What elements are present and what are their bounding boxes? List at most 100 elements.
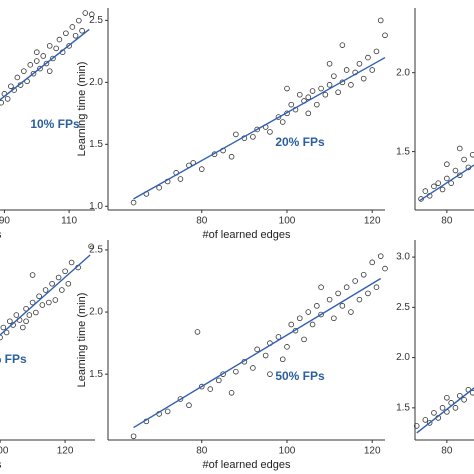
point xyxy=(233,368,239,375)
point xyxy=(228,389,235,396)
point xyxy=(53,45,59,52)
point xyxy=(254,126,260,133)
point xyxy=(356,296,363,303)
y-tick-label: 2.0 xyxy=(396,352,410,363)
y-tick-label: 1.5 xyxy=(89,139,103,150)
point xyxy=(439,405,446,411)
panel: 1.5 2.0 2.5 80 100 120 #of learned edges Learni… xyxy=(76,240,388,471)
x-tick-label: 100 xyxy=(0,446,9,457)
point xyxy=(326,60,333,67)
point xyxy=(88,11,95,18)
y-tick-label: 2.0 xyxy=(89,77,103,88)
point xyxy=(27,62,34,68)
point xyxy=(305,110,312,117)
point xyxy=(365,54,371,61)
point xyxy=(220,371,226,377)
point xyxy=(413,423,420,429)
point xyxy=(331,315,337,322)
point xyxy=(254,346,260,353)
point xyxy=(59,287,65,293)
x-tick-label: 120 xyxy=(364,446,381,457)
point xyxy=(76,17,82,24)
point xyxy=(0,334,3,341)
y-tick-label: 1.0 xyxy=(89,201,103,212)
point xyxy=(335,290,341,297)
point xyxy=(348,309,354,315)
point xyxy=(186,402,192,409)
point xyxy=(88,243,94,250)
point xyxy=(469,389,474,396)
point xyxy=(348,82,354,88)
point xyxy=(72,32,79,39)
y-tick-label: 1.5 xyxy=(396,402,410,413)
point xyxy=(46,299,52,306)
point xyxy=(198,383,205,390)
point xyxy=(369,259,376,266)
point xyxy=(156,184,162,191)
point xyxy=(339,42,346,48)
point xyxy=(7,318,13,325)
point xyxy=(296,315,303,322)
point xyxy=(4,96,11,102)
point xyxy=(20,324,26,331)
point xyxy=(326,82,333,88)
panel: 1.0 1.5 2.0 2.5 80 100 120 #of learned edges Lea… xyxy=(76,8,388,241)
point xyxy=(194,329,201,335)
point xyxy=(250,365,256,371)
point xyxy=(23,318,29,325)
y-tick-label: 2.5 xyxy=(396,302,410,313)
point xyxy=(452,405,459,411)
point xyxy=(30,70,37,77)
annotation: 10% FPs xyxy=(30,117,80,131)
point xyxy=(216,377,222,384)
panel: 1.52.02.590110#of learned edges10% FPs xyxy=(0,10,95,241)
x-tick-label: 80 xyxy=(196,446,208,457)
point xyxy=(356,60,363,67)
point xyxy=(177,176,184,182)
point xyxy=(444,161,450,168)
point xyxy=(382,32,388,39)
point xyxy=(207,386,214,392)
point xyxy=(69,24,76,30)
point xyxy=(322,91,329,98)
point xyxy=(14,74,21,81)
point xyxy=(422,188,429,194)
point xyxy=(318,85,324,92)
y-tick-label: 1.5 xyxy=(396,146,410,157)
point xyxy=(343,67,350,73)
point xyxy=(331,73,337,79)
point xyxy=(305,94,312,101)
point xyxy=(65,280,72,287)
point xyxy=(279,356,286,363)
point xyxy=(37,65,43,72)
x-tick-label: 100 xyxy=(279,446,296,457)
fit-line xyxy=(133,277,382,429)
point xyxy=(309,321,316,328)
point xyxy=(267,371,273,377)
point xyxy=(444,394,450,401)
annotation: 50% FPs xyxy=(275,369,325,383)
x-axis-label: #of learned edges xyxy=(0,229,2,241)
point xyxy=(40,53,47,59)
point xyxy=(164,408,171,415)
point xyxy=(284,85,290,92)
point xyxy=(456,392,463,399)
point xyxy=(305,309,312,315)
point xyxy=(275,114,282,120)
x-tick-label: 90 xyxy=(0,216,10,227)
point xyxy=(377,253,384,259)
x-axis-label: #of learned edges xyxy=(0,459,2,471)
point xyxy=(228,153,235,160)
point xyxy=(13,312,20,318)
y-axis-label: Learning time (min) xyxy=(76,293,88,388)
point xyxy=(26,312,33,318)
point xyxy=(43,60,50,67)
y-tick-label: 1.5 xyxy=(89,369,103,380)
point xyxy=(42,287,49,293)
point xyxy=(49,280,55,287)
point xyxy=(46,68,53,74)
point xyxy=(82,10,89,16)
point xyxy=(326,296,333,303)
point xyxy=(39,302,46,308)
